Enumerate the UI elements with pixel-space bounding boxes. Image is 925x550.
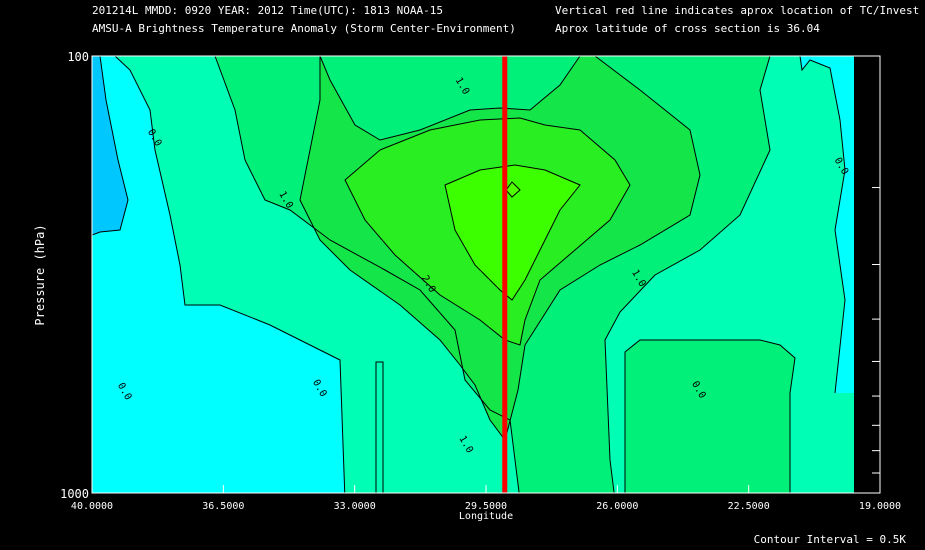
x-axis-label: Longitude <box>459 511 513 522</box>
contour-line-one <box>214 56 520 493</box>
header-red-line-note: Vertical red line indicates aprox locati… <box>555 4 920 17</box>
fill-peak-core <box>505 181 521 198</box>
fill-negative-region <box>92 56 128 235</box>
x-tick-label: 26.0000 <box>596 501 638 512</box>
fill-level-1-right-block <box>625 340 795 493</box>
contour-line-zero-left <box>92 56 129 236</box>
y-tick-label: 1000 <box>60 487 89 501</box>
x-tick-label: 40.0000 <box>71 501 113 512</box>
contour-line-one-half <box>299 56 701 442</box>
x-tick-label: 29.5000 <box>465 501 507 512</box>
x-tick-label: 33.0000 <box>334 501 376 512</box>
contour-fills <box>92 56 854 493</box>
contour-line-one-right <box>604 56 771 493</box>
contour-line-one-block <box>624 339 796 493</box>
contour-line-two <box>344 117 631 346</box>
header-product-title: AMSU-A Brightness Temperature Anomaly (S… <box>92 22 516 35</box>
x-tick-label: 19.0000 <box>859 501 901 512</box>
contour-interval-note: Contour Interval = 0.5K <box>754 533 907 546</box>
y-tick-label: 100 <box>67 50 89 64</box>
x-tick-label: 36.5000 <box>202 501 244 512</box>
contour-line-two-half <box>444 164 581 301</box>
contour-line-half-left <box>114 56 346 493</box>
fill-level-0-5-left-strip <box>376 362 383 493</box>
x-tick-label: 22.5000 <box>728 501 770 512</box>
y-axis-ticks: 100 1000 <box>60 50 880 501</box>
contour-line-half-right <box>799 56 846 394</box>
header-run-info: 201214L MMDD: 0920 YEAR: 2012 Time(UTC):… <box>92 4 443 17</box>
contour-line-half-strip <box>375 361 384 493</box>
header-latitude-note: Aprox latitude of cross section is 36.04 <box>555 22 820 35</box>
y-axis-label: Pressure (hPa) <box>33 224 47 325</box>
fill-level-2-5 <box>445 165 580 300</box>
contour-lines <box>92 56 846 493</box>
x-axis-ticks: 40.0000 36.5000 33.0000 29.5000 26.0000 22.50… <box>71 485 901 512</box>
